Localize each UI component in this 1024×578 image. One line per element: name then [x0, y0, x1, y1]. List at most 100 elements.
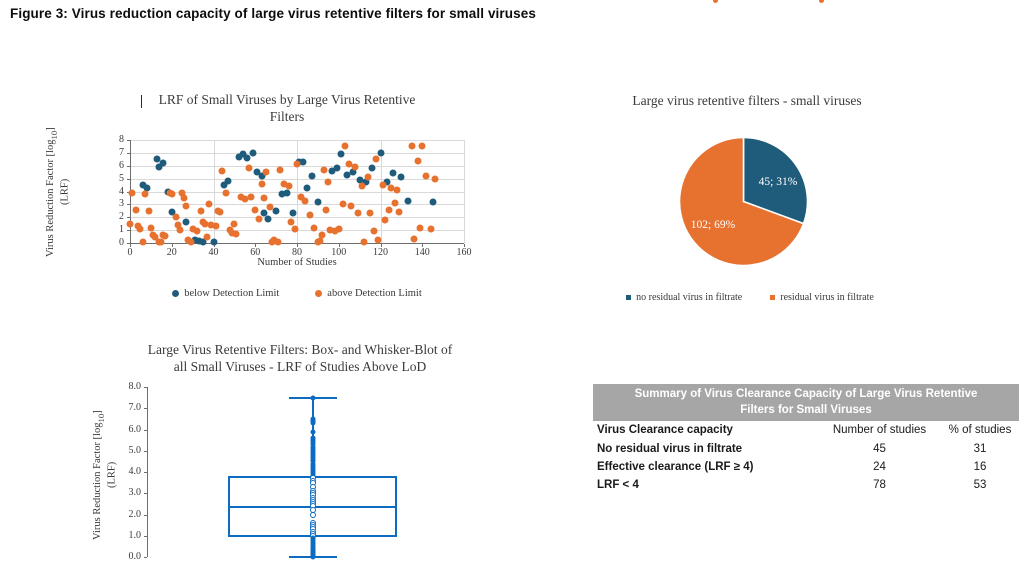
scatter-point-above-lod — [372, 155, 380, 163]
gridline-v — [297, 140, 298, 243]
scatter-point-below-lod — [199, 238, 207, 246]
table-cell-value: 31 — [973, 442, 987, 455]
scatter-point-below-lod — [139, 181, 147, 189]
gridline-v — [380, 140, 382, 243]
scatter-point-above-lod — [285, 182, 293, 190]
scatter-point-above-lod — [276, 166, 284, 174]
scatter-point-above-lod — [132, 206, 140, 214]
legend-item-above-detection-limit: above Detection Limit — [315, 288, 422, 299]
scatter-point-above-lod — [228, 229, 236, 237]
y-tick-mark — [144, 514, 147, 516]
scatter-point-above-lod — [339, 200, 347, 208]
scatter-point-above-lod — [345, 160, 353, 168]
scatter-point-above-lod — [174, 221, 182, 229]
scatter-point-above-lod — [141, 190, 149, 198]
scatter-point-above-lod — [147, 224, 155, 232]
box-data-point — [310, 429, 316, 435]
box-plot-chart: Large Virus Retentive Filters: Box- and … — [40, 330, 510, 578]
scatter-point-above-lod — [258, 180, 265, 188]
scatter-point-above-lod — [139, 238, 147, 246]
scatter-point-below-lod — [182, 218, 190, 226]
box-plot-title: Large Virus Retentive Filters: Box- and … — [147, 342, 453, 374]
y-tick-label: 4 — [119, 185, 124, 197]
scatter-point-below-lod — [235, 153, 243, 161]
scatter-point-above-lod — [136, 225, 144, 233]
scatter-point-above-lod — [255, 215, 263, 223]
legend-square-icon — [770, 295, 776, 300]
cropped-text-artifact — [713, 0, 718, 3]
scatter-point-above-lod — [351, 163, 359, 171]
scatter-point-above-lod — [418, 142, 426, 150]
y-tick-label: 0 — [119, 237, 124, 248]
y-tick-mark — [127, 217, 130, 219]
scatter-point-above-lod — [216, 208, 224, 216]
scatter-chart: LRF of Small Viruses by Large Virus Rete… — [40, 85, 510, 320]
table-column-header: Number of studies — [832, 424, 927, 437]
scatter-point-below-lod — [314, 198, 322, 206]
y-tick-mark — [144, 429, 147, 431]
y-tick-label: 6 — [119, 159, 124, 171]
scatter-point-above-lod — [324, 178, 332, 186]
y-tick-label: 3.0 — [128, 487, 142, 499]
scatter-point-above-lod — [410, 235, 418, 243]
scatter-point-above-lod — [230, 220, 238, 228]
y-tick-mark — [144, 450, 147, 452]
scatter-point-above-lod — [145, 207, 153, 215]
scatter-point-above-lod — [347, 202, 355, 210]
scatter-point-below-lod — [343, 171, 351, 179]
legend-item-below-detection-limit: below Detection Limit — [172, 288, 279, 299]
scatter-point-below-lod — [368, 164, 376, 172]
scatter-point-below-lod — [224, 177, 232, 185]
y-tick-label: 5 — [119, 172, 124, 184]
scatter-point-above-lod — [126, 220, 134, 228]
y-tick-label: 1.0 — [128, 529, 142, 541]
scatter-point-below-lod — [278, 190, 286, 198]
scatter-point-above-lod — [245, 164, 253, 172]
y-tick-mark — [144, 387, 147, 388]
table-title: Summary of Virus Clearance Capacity of L… — [593, 384, 1019, 422]
y-tick-label: 8 — [119, 134, 124, 145]
pie-graphic — [678, 136, 809, 267]
y-tick-mark — [144, 472, 147, 473]
scatter-point-above-lod — [297, 193, 305, 201]
y-tick-mark — [127, 165, 130, 167]
scatter-point-above-lod — [262, 168, 270, 176]
scatter-point-below-lod — [155, 163, 163, 171]
scatter-point-below-lod — [260, 209, 268, 217]
table-column-header: Virus Clearance capacity — [597, 424, 733, 437]
x-tick-mark — [255, 244, 257, 247]
scatter-point-below-lod — [299, 158, 307, 166]
scatter-point-above-lod — [189, 225, 197, 233]
scatter-point-above-lod — [408, 142, 416, 150]
x-tick-label: 0 — [127, 247, 133, 258]
table-row: Effective clearance (LRF ≥ 4) 24 16 — [593, 458, 1019, 476]
cropped-text-artifact — [819, 0, 824, 3]
y-tick-label: 0.0 — [128, 551, 142, 562]
x-tick-mark — [297, 244, 298, 247]
scatter-point-below-lod — [349, 168, 357, 176]
scatter-point-above-lod — [197, 207, 205, 215]
scatter-point-above-lod — [280, 180, 288, 188]
y-tick-label: 1 — [119, 224, 124, 236]
scatter-point-below-lod — [143, 184, 151, 192]
scatter-point-above-lod — [218, 167, 226, 175]
scatter-point-above-lod — [354, 209, 362, 217]
scatter-point-above-lod — [385, 206, 393, 214]
x-tick-label: 120 — [373, 247, 388, 258]
scatter-point-above-lod — [247, 193, 255, 201]
scatter-point-below-lod — [264, 215, 272, 223]
scatter-point-above-lod — [422, 172, 430, 180]
x-tick-mark — [380, 244, 382, 247]
scatter-point-above-lod — [291, 225, 299, 233]
scatter-point-below-lod — [404, 197, 412, 204]
table-row-label: LRF < 4 — [597, 479, 639, 492]
x-tick-label: 140 — [414, 247, 430, 258]
scatter-point-above-lod — [293, 160, 301, 168]
scatter-point-above-lod — [374, 236, 382, 244]
figure-title: Figure 3: Virus reduction capacity of la… — [10, 6, 536, 21]
box-y-axis-line — [147, 387, 148, 557]
scatter-point-above-lod — [274, 238, 282, 246]
scatter-point-below-lod — [397, 173, 405, 181]
scatter-point-above-lod — [301, 197, 309, 204]
scatter-point-below-lod — [328, 167, 336, 175]
